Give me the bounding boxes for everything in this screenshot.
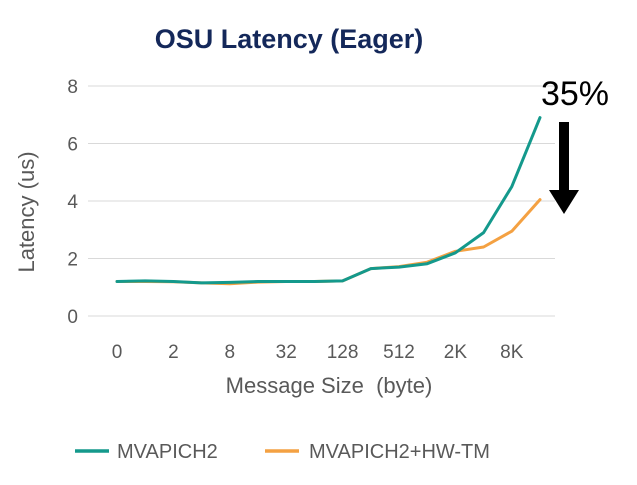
series-line-mvapich2: [115, 116, 542, 285]
y-tick-label: 4: [67, 192, 78, 213]
grid: [88, 85, 555, 317]
y-tick-labels: 0 2 4 6 8: [67, 77, 78, 328]
series-line-mvapich2-hw-tm: [115, 198, 542, 286]
legend: MVAPICH2 MVAPICH2+HW-TM: [75, 441, 490, 463]
y-tick-label: 0: [67, 307, 78, 328]
x-tick-label: 32: [276, 342, 297, 363]
y-tick-label: 8: [67, 77, 78, 98]
x-tick-label: 2K: [444, 342, 468, 363]
series-lines: [115, 116, 542, 286]
legend-label: MVAPICH2: [117, 441, 218, 463]
x-tick-label: 2: [168, 342, 179, 363]
chart-title: OSU Latency (Eager): [155, 24, 424, 54]
x-tick-label: 0: [112, 342, 123, 363]
x-axis-title: Message Size (byte): [226, 373, 433, 398]
x-tick-label: 128: [327, 342, 359, 363]
x-tick-label: 8K: [500, 342, 524, 363]
down-arrow-icon: [549, 122, 579, 214]
y-tick-label: 2: [67, 250, 78, 271]
x-tick-labels: 0 2 8 32 128 512 2K 8K: [112, 342, 524, 363]
x-tick-label: 512: [383, 342, 415, 363]
x-tick-label: 8: [225, 342, 236, 363]
y-axis-title: Latency (us): [14, 151, 39, 272]
legend-label: MVAPICH2+HW-TM: [309, 441, 490, 463]
annotation-label: 35%: [541, 75, 609, 113]
y-tick-label: 6: [67, 135, 78, 156]
